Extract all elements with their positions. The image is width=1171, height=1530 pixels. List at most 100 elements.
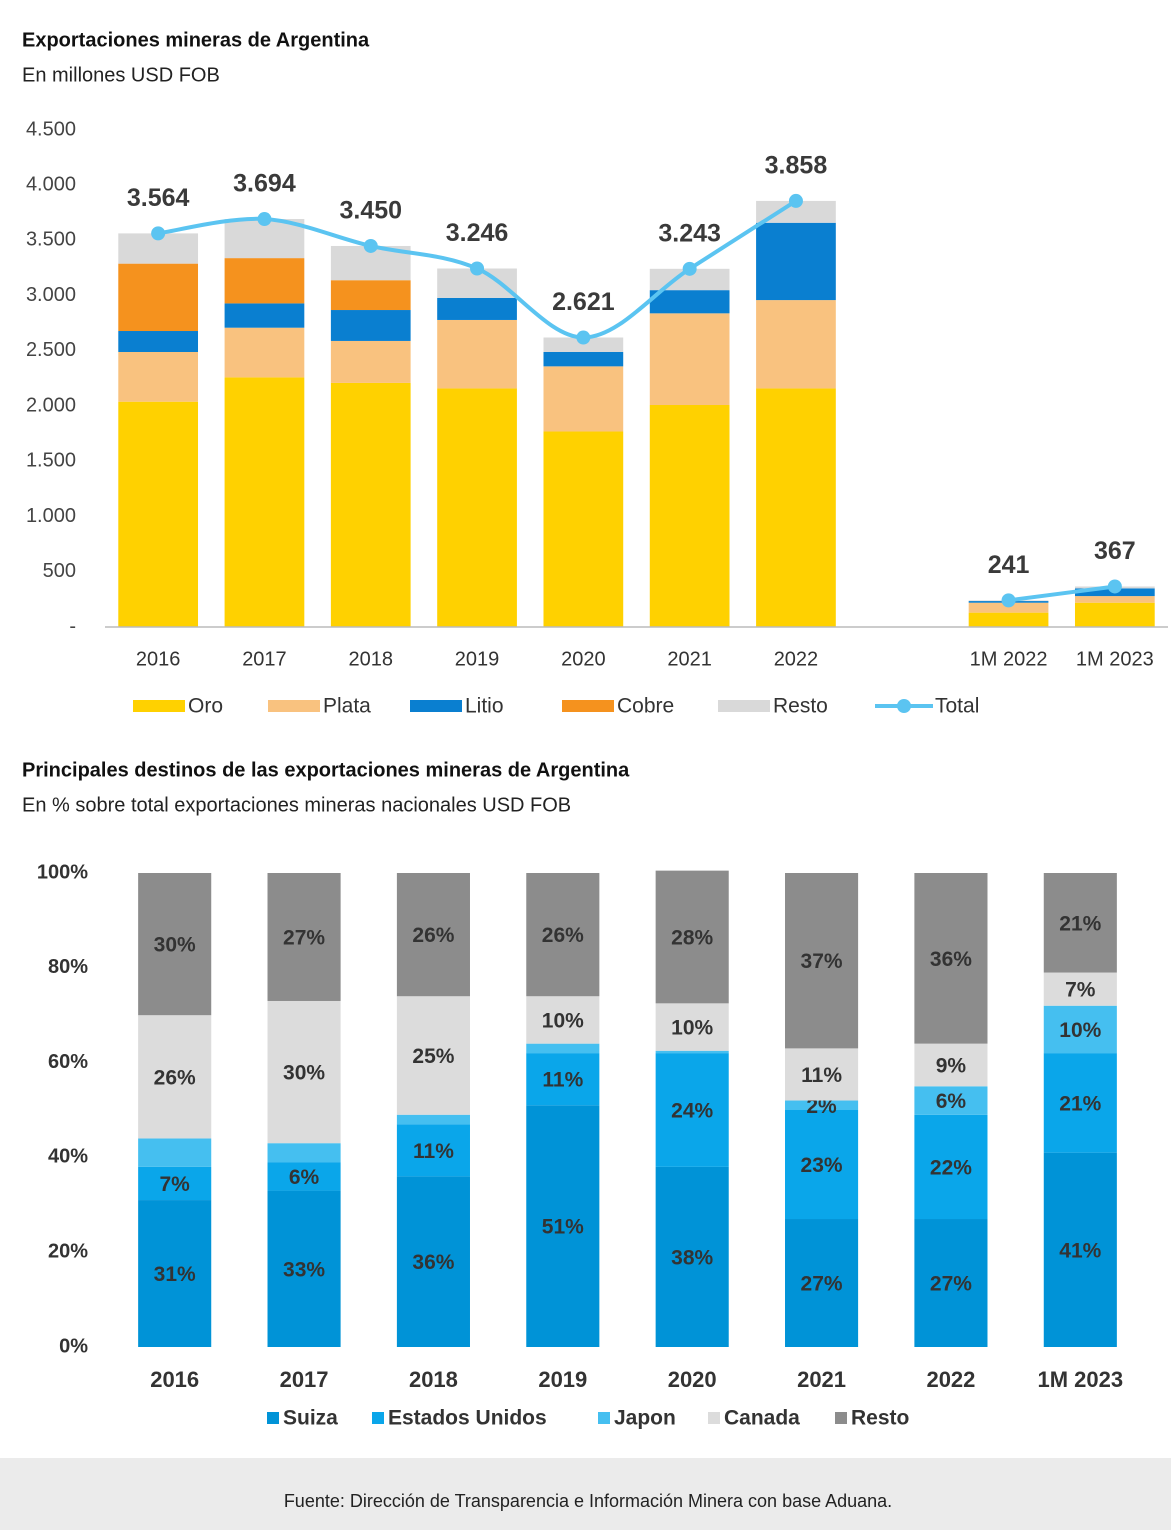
bar-segment	[655, 1166, 729, 1347]
bar-segment	[914, 1114, 988, 1220]
x-tick-label: 2022	[926, 1367, 975, 1392]
bar-segment	[437, 319, 517, 389]
x-tick-label: 1M 2022	[970, 648, 1048, 670]
y-tick-label: 80%	[48, 956, 88, 978]
bar-segment	[437, 388, 517, 627]
data-label: 27%	[801, 1273, 843, 1296]
bar-segment	[655, 1050, 729, 1054]
data-label: 3.564	[127, 184, 190, 212]
data-label: 10%	[542, 1009, 584, 1032]
total-point	[1001, 593, 1016, 608]
bar-segment	[437, 297, 517, 320]
data-label: 30%	[283, 1062, 325, 1085]
y-tick-label: 100%	[37, 861, 88, 883]
bar-segment	[543, 366, 624, 432]
bar-segment	[526, 1105, 600, 1347]
bar-segment	[118, 263, 199, 332]
legend-swatch	[598, 1412, 610, 1424]
legend-label: Oro	[188, 695, 223, 718]
footer-band	[0, 1458, 1171, 1530]
data-label: 10%	[1059, 1019, 1101, 1042]
bar-segment	[1043, 873, 1117, 973]
bar-segment	[1043, 1053, 1117, 1153]
bar-segment	[649, 313, 730, 406]
bar-segment	[914, 1219, 988, 1347]
data-label: 27%	[930, 1273, 972, 1296]
total-point	[682, 261, 697, 276]
x-tick-label: 2016	[136, 648, 181, 670]
data-label: 51%	[542, 1216, 584, 1239]
y-tick-label: 20%	[48, 1240, 88, 1262]
data-label: 27%	[283, 927, 325, 950]
legend-swatch	[562, 700, 614, 712]
data-label: 26%	[412, 924, 454, 947]
chart-title: Exportaciones mineras de Argentina	[22, 29, 370, 51]
data-label: 3.246	[446, 219, 509, 247]
data-label: 26%	[542, 924, 584, 947]
y-tick-label: 1.500	[26, 450, 76, 472]
bar-segment	[224, 327, 305, 378]
x-tick-label: 2018	[349, 648, 394, 670]
data-label: 11%	[413, 1140, 454, 1163]
bar-segment	[543, 431, 624, 627]
bar-segment	[138, 1200, 212, 1347]
y-tick-label: 3.000	[26, 284, 76, 306]
bar-segment	[649, 405, 730, 627]
bar-segment	[118, 351, 199, 402]
legend-label: Total	[935, 695, 979, 718]
bar-segment	[543, 337, 624, 352]
x-tick-label: 2020	[668, 1367, 717, 1392]
data-label: 31%	[154, 1263, 196, 1286]
legend-label: Estados Unidos	[388, 1407, 547, 1430]
bar-segment	[396, 1124, 470, 1177]
legend-label: Suiza	[283, 1407, 338, 1430]
total-point	[151, 226, 166, 241]
y-tick-label: 60%	[48, 1051, 88, 1073]
chart-subtitle: En millones USD FOB	[22, 64, 220, 86]
data-label: 36%	[930, 948, 972, 971]
x-tick-label: 2017	[280, 1367, 329, 1392]
bar-segment	[655, 870, 729, 1004]
bar-segment	[785, 1219, 859, 1347]
data-label: 3.450	[339, 197, 402, 225]
bar-segment	[330, 382, 411, 627]
bar-segment	[785, 873, 859, 1049]
chart-subtitle: En % sobre total exportaciones mineras n…	[22, 794, 571, 816]
bar-segment	[785, 1100, 859, 1110]
x-tick-label: 1M 2023	[1038, 1367, 1124, 1392]
bar-segment	[224, 258, 305, 304]
x-tick-label: 2022	[774, 648, 819, 670]
data-label: 367	[1094, 537, 1136, 565]
data-label: 21%	[1059, 912, 1101, 935]
legend-label: Plata	[323, 695, 371, 718]
bar-segment	[526, 996, 600, 1044]
bar-segment	[655, 1053, 729, 1167]
data-label: 3.243	[658, 219, 721, 247]
bar-segment	[655, 1003, 729, 1051]
bar-segment	[1074, 596, 1155, 603]
legend-swatch	[835, 1412, 847, 1424]
legend-label: Japon	[614, 1407, 676, 1430]
data-label: 11%	[542, 1069, 583, 1092]
bar-segment	[756, 222, 836, 301]
legend-swatch	[708, 1412, 720, 1424]
total-point	[576, 330, 591, 345]
data-label: 21%	[1059, 1092, 1101, 1115]
data-label: 26%	[154, 1066, 196, 1089]
legend-swatch	[372, 1412, 384, 1424]
bar-segment	[756, 300, 836, 389]
bar-segment	[118, 331, 199, 352]
legend-label: Resto	[851, 1407, 909, 1430]
x-tick-label: 2016	[150, 1367, 199, 1392]
bar-segment	[1043, 1152, 1117, 1347]
bar-segment	[330, 340, 411, 383]
data-label: 28%	[671, 927, 713, 950]
bar-segment	[267, 1143, 341, 1163]
legend-label: Resto	[773, 695, 828, 718]
bar-segment	[267, 1190, 341, 1347]
data-label: 24%	[671, 1100, 713, 1123]
bar-segment	[224, 377, 305, 627]
x-tick-label: 2021	[797, 1367, 846, 1392]
data-label: 37%	[801, 950, 843, 973]
